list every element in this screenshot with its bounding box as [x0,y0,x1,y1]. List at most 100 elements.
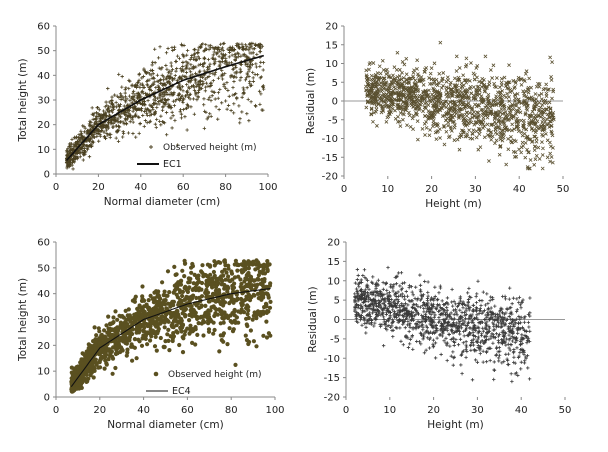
observed-point [528,158,533,162]
observed-point [73,151,78,155]
observed-point [106,86,110,91]
observed-point [187,67,191,71]
observed-point [65,153,69,158]
observed-point [208,112,212,116]
observed-point [138,122,142,126]
y-tick-label: 10 [37,367,50,378]
observed-point [78,155,82,159]
observed-point [535,119,540,124]
observed-point [264,335,270,340]
observed-point [121,131,126,136]
observed-point [90,349,95,355]
observed-point [243,333,248,338]
observed-point [442,142,447,147]
observed-point [121,129,125,134]
observed-point [401,117,405,122]
observed-point [67,164,72,169]
observed-point [164,306,169,311]
observed-point [141,298,146,303]
observed-point [90,106,94,110]
observed-point [493,304,497,308]
observed-point [467,128,471,133]
observed-point [136,337,141,342]
observed-point [497,359,501,363]
observed-point [156,79,161,83]
observed-point [448,344,452,348]
y-axis-label: Residual (m) [305,68,317,134]
observed-point [190,53,194,58]
observed-point [454,69,459,73]
observed-point [79,146,84,150]
observed-point [247,67,251,71]
observed-point [116,103,120,107]
observed-point [540,153,545,157]
x-tick-label: 20 [425,184,438,195]
observed-point [265,268,270,274]
observed-point [426,280,430,284]
observed-point [188,97,192,101]
observed-point [148,103,152,107]
observed-point [245,312,250,317]
observed-point [113,365,118,371]
observed-point [157,66,161,70]
observed-point [216,96,220,100]
observed-point [519,367,523,371]
observed-point [185,48,190,53]
observed-point [99,332,104,337]
observed-point [206,318,211,323]
observed-point [364,68,369,73]
observed-point [534,84,539,89]
observed-point [247,48,251,52]
observed-point [234,71,239,75]
observed-point [246,97,250,102]
observed-point [188,70,193,74]
observed-point [440,299,444,303]
observed-point [130,84,134,88]
observed-point [156,56,161,60]
observed-point [244,76,249,80]
observed-point [164,133,169,137]
observed-point [69,151,73,155]
observed-point [380,58,385,63]
observed-point [214,105,218,109]
observed-point [519,130,524,135]
observed-point [148,327,153,332]
observed-point [152,94,157,99]
x-axis-label: Height (m) [425,198,481,210]
observation-points [364,40,556,171]
observed-point [229,108,233,113]
observed-point [204,110,208,114]
observed-point [103,134,107,139]
observed-point [225,107,229,111]
observed-point [493,141,497,146]
observed-point [197,56,202,61]
y-tick-label: 40 [37,71,50,82]
observed-point [250,51,254,55]
observed-point [133,93,137,97]
observed-point [541,116,546,121]
observed-point [432,61,437,66]
observed-point [219,74,223,78]
observed-point [154,85,158,90]
observed-point [360,323,364,327]
observed-point [212,90,217,95]
observed-point [102,366,107,371]
observed-point [424,125,429,130]
observed-point [195,332,200,337]
observed-point [261,262,267,267]
observed-point [86,353,91,358]
y-axis-label: Total height (m) [17,278,29,362]
observed-point [185,64,189,68]
observed-point [211,269,216,275]
x-tick-label: 30 [469,184,482,195]
observed-point [219,52,224,56]
observed-point [506,352,511,356]
observed-point [241,48,245,52]
observed-point [91,140,96,144]
observed-point [424,66,429,70]
observed-point [454,54,459,59]
observed-point [233,362,238,367]
observed-point [534,153,539,158]
observed-point [101,113,105,117]
observed-point [104,124,109,128]
